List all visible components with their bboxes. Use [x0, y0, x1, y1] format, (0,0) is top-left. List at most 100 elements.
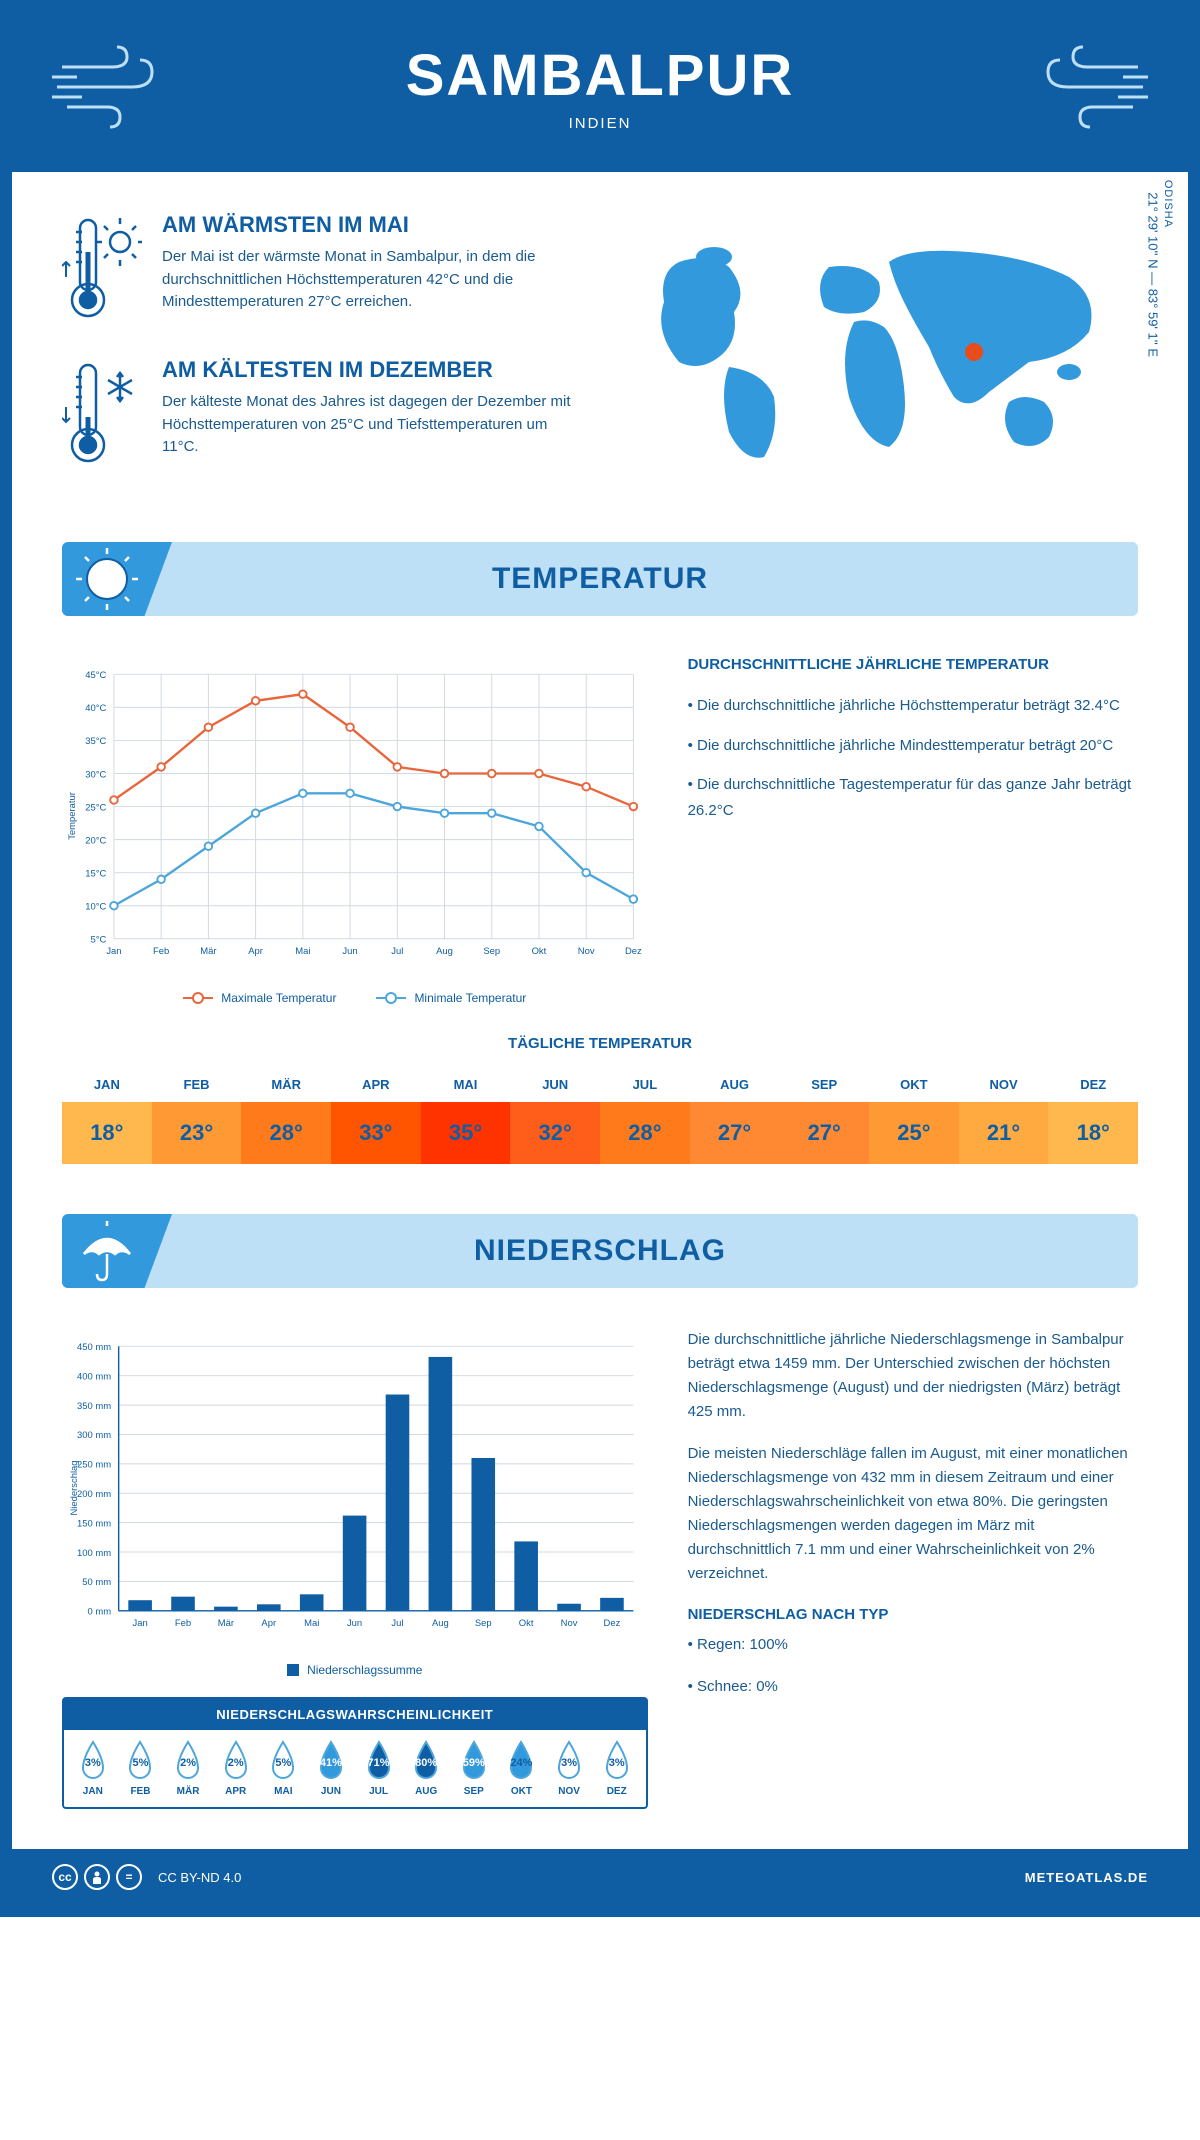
- cc-icon: cc: [52, 1864, 78, 1890]
- prob-cell: 24% OKT: [498, 1740, 546, 1797]
- temp-info: DURCHSCHNITTLICHE JÄHRLICHE TEMPERATUR •…: [688, 656, 1138, 1005]
- probability-box: NIEDERSCHLAGSWAHRSCHEINLICHKEIT 3% JAN 5…: [62, 1697, 648, 1809]
- warmest-fact: AM WÄRMSTEN IM MAI Der Mai ist der wärms…: [62, 212, 580, 327]
- svg-text:Temperatur: Temperatur: [67, 792, 78, 840]
- wind-icon-right: [1028, 42, 1148, 132]
- coldest-fact: AM KÄLTESTEN IM DEZEMBER Der kälteste Mo…: [62, 357, 580, 472]
- svg-text:Mai: Mai: [304, 1618, 319, 1629]
- license-text: CC BY-ND 4.0: [158, 1870, 241, 1885]
- precip-legend-label: Niederschlagssumme: [307, 1663, 422, 1677]
- sun-icon: [62, 542, 172, 616]
- temp-bullet-2: • Die durchschnittliche Tagestemperatur …: [688, 772, 1138, 823]
- svg-text:Jun: Jun: [342, 946, 357, 957]
- prob-cell: 2% APR: [212, 1740, 260, 1797]
- svg-text:25°C: 25°C: [85, 802, 106, 813]
- daily-temp-cell: DEZ18°: [1048, 1067, 1138, 1164]
- svg-text:Jun: Jun: [347, 1618, 362, 1629]
- svg-text:Nov: Nov: [561, 1618, 578, 1629]
- temp-bullet-0: • Die durchschnittliche jährliche Höchst…: [688, 693, 1138, 719]
- svg-text:Feb: Feb: [153, 946, 169, 957]
- wind-icon-left: [52, 42, 172, 132]
- daily-temp-row: JAN18°FEB23°MÄR28°APR33°MAI35°JUN32°JUL2…: [62, 1067, 1138, 1164]
- svg-text:Mai: Mai: [295, 946, 310, 957]
- precip-para-1: Die durchschnittliche jährliche Niedersc…: [688, 1328, 1138, 1424]
- world-map: [620, 212, 1138, 492]
- svg-text:250 mm: 250 mm: [77, 1460, 111, 1471]
- prob-title: NIEDERSCHLAGSWAHRSCHEINLICHKEIT: [64, 1699, 646, 1730]
- svg-text:45°C: 45°C: [85, 670, 106, 681]
- daily-temp-title: TÄGLICHE TEMPERATUR: [62, 1035, 1138, 1052]
- svg-text:0 mm: 0 mm: [88, 1607, 112, 1618]
- prob-cell: 59% SEP: [450, 1740, 498, 1797]
- precip-rain: • Regen: 100%: [688, 1633, 1138, 1657]
- prob-cell: 5% FEB: [117, 1740, 165, 1797]
- svg-text:Aug: Aug: [436, 946, 453, 957]
- svg-text:Jul: Jul: [391, 946, 403, 957]
- svg-text:Mär: Mär: [218, 1618, 234, 1629]
- footer: cc = CC BY-ND 4.0 METEOATLAS.DE: [12, 1849, 1188, 1905]
- svg-text:350 mm: 350 mm: [77, 1401, 111, 1412]
- svg-text:40°C: 40°C: [85, 703, 106, 714]
- precip-snow: • Schnee: 0%: [688, 1675, 1138, 1699]
- coldest-text: Der kälteste Monat des Jahres ist dagege…: [162, 391, 580, 459]
- svg-text:Okt: Okt: [519, 1618, 534, 1629]
- location-marker: [965, 343, 983, 361]
- legend-min: Minimale Temperatur: [414, 991, 526, 1005]
- precip-legend: Niederschlagssumme: [62, 1663, 648, 1677]
- precip-info: Die durchschnittliche jährliche Niedersc…: [688, 1328, 1138, 1809]
- site-name: METEOATLAS.DE: [1025, 1870, 1148, 1885]
- daily-temp-cell: JUL28°: [600, 1067, 690, 1164]
- svg-text:15°C: 15°C: [85, 868, 106, 879]
- temp-bullet-1: • Die durchschnittliche jährliche Mindes…: [688, 733, 1138, 759]
- country-label: INDIEN: [32, 115, 1168, 132]
- prob-cell: 3% NOV: [545, 1740, 593, 1797]
- precip-chart: 0 mm50 mm100 mm150 mm200 mm250 mm300 mm3…: [62, 1328, 648, 1648]
- daily-temp-cell: JAN18°: [62, 1067, 152, 1164]
- temperature-chart: 5°C10°C15°C20°C25°C30°C35°C40°C45°CJanFe…: [62, 656, 648, 1005]
- svg-text:450 mm: 450 mm: [77, 1342, 111, 1353]
- svg-text:150 mm: 150 mm: [77, 1518, 111, 1529]
- temp-legend: Maximale Temperatur Minimale Temperatur: [62, 991, 648, 1005]
- svg-text:Jan: Jan: [133, 1618, 148, 1629]
- header: SAMBALPUR INDIEN: [12, 12, 1188, 172]
- svg-text:Sep: Sep: [475, 1618, 492, 1629]
- svg-text:35°C: 35°C: [85, 736, 106, 747]
- prob-cell: 5% MAI: [260, 1740, 308, 1797]
- svg-text:Jul: Jul: [391, 1618, 403, 1629]
- nd-icon: =: [116, 1864, 142, 1890]
- svg-text:Apr: Apr: [248, 946, 263, 957]
- svg-text:Nov: Nov: [578, 946, 595, 957]
- precip-para-2: Die meisten Niederschläge fallen im Augu…: [688, 1442, 1138, 1586]
- prob-cell: 3% JAN: [69, 1740, 117, 1797]
- prob-cell: 3% DEZ: [593, 1740, 641, 1797]
- daily-temp-cell: OKT25°: [869, 1067, 959, 1164]
- svg-text:Sep: Sep: [483, 946, 500, 957]
- svg-text:50 mm: 50 mm: [82, 1577, 111, 1588]
- city-title: SAMBALPUR: [32, 42, 1168, 109]
- prob-cell: 41% JUN: [307, 1740, 355, 1797]
- svg-text:Dez: Dez: [625, 946, 642, 957]
- legend-max: Maximale Temperatur: [221, 991, 336, 1005]
- precip-section-header: NIEDERSCHLAG: [62, 1214, 1138, 1288]
- coordinates: 21° 29' 10'' N — 83° 59' 1'' E: [1146, 192, 1161, 357]
- daily-temp-cell: JUN32°: [510, 1067, 600, 1164]
- svg-text:100 mm: 100 mm: [77, 1548, 111, 1559]
- page-container: SAMBALPUR INDIEN: [0, 0, 1200, 1917]
- umbrella-icon: [62, 1214, 172, 1288]
- daily-temp-cell: APR33°: [331, 1067, 421, 1164]
- temperature-section-header: TEMPERATUR: [62, 542, 1138, 616]
- daily-temp-cell: NOV21°: [959, 1067, 1049, 1164]
- svg-text:Aug: Aug: [432, 1618, 449, 1629]
- thermometer-snow-icon: [62, 357, 142, 472]
- intro-section: AM WÄRMSTEN IM MAI Der Mai ist der wärms…: [62, 212, 1138, 502]
- svg-text:Jan: Jan: [106, 946, 121, 957]
- daily-temp-cell: MAI35°: [421, 1067, 511, 1164]
- region-label: ODISHA: [1162, 180, 1174, 228]
- svg-text:20°C: 20°C: [85, 835, 106, 846]
- daily-temp-cell: FEB23°: [152, 1067, 242, 1164]
- svg-text:30°C: 30°C: [85, 769, 106, 780]
- coldest-title: AM KÄLTESTEN IM DEZEMBER: [162, 357, 580, 383]
- svg-text:Mär: Mär: [200, 946, 216, 957]
- daily-temp-cell: MÄR28°: [241, 1067, 331, 1164]
- warmest-text: Der Mai ist der wärmste Monat in Sambalp…: [162, 246, 580, 314]
